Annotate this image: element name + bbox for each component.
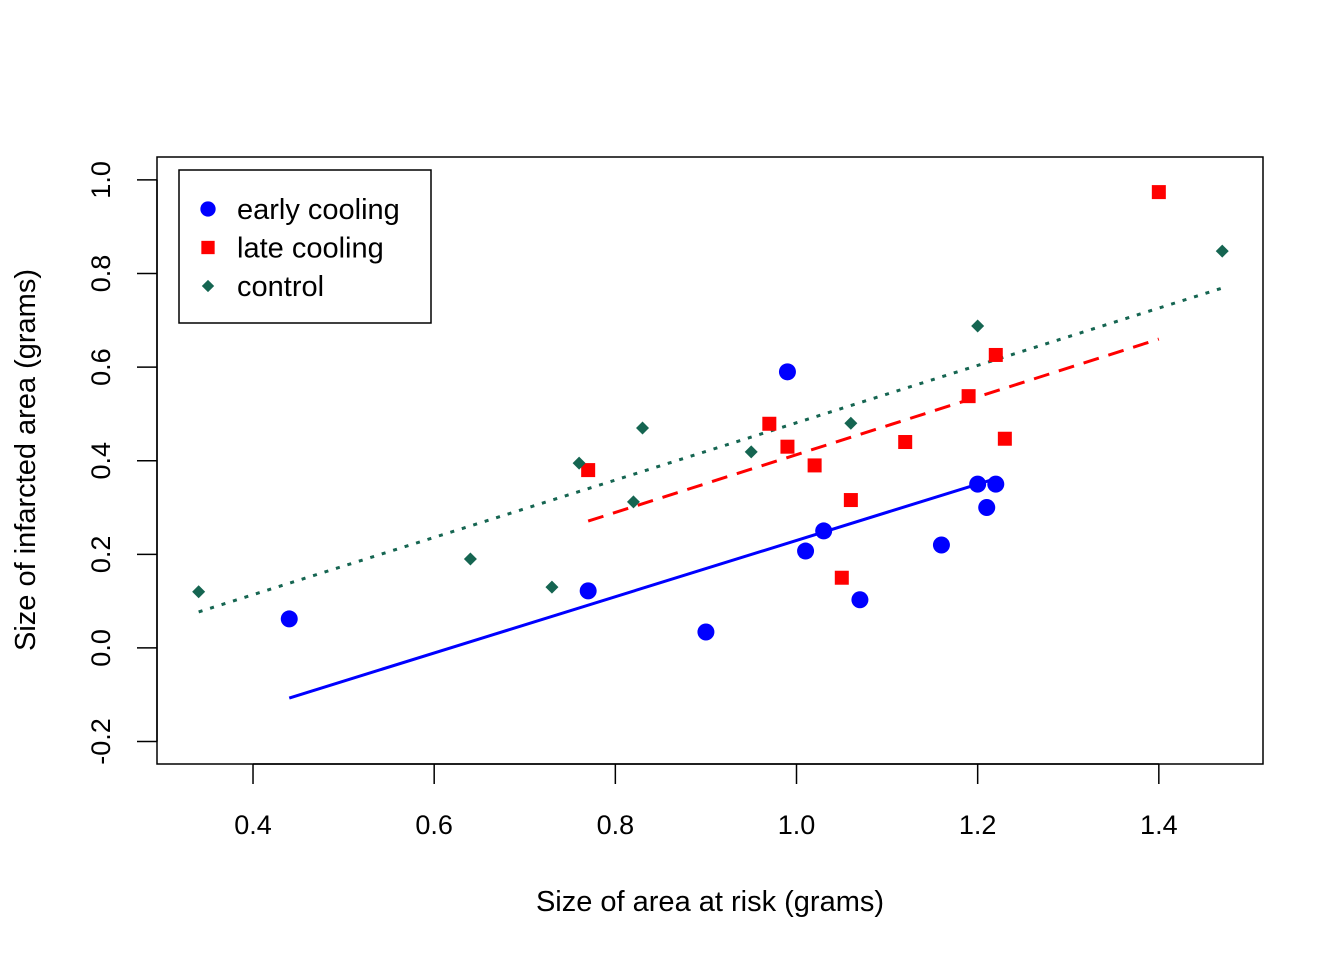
fit-line-control	[198, 286, 1223, 614]
point-late-cooling	[988, 347, 1003, 362]
fit-line-early-cooling	[288, 477, 997, 700]
point-late-cooling	[834, 570, 849, 585]
point-control	[1215, 244, 1229, 258]
point-early-cooling	[987, 475, 1005, 493]
legend: early cooling late cooling control	[178, 169, 432, 324]
point-early-cooling	[697, 623, 715, 641]
x-tick-label: 0.6	[415, 810, 453, 840]
point-control	[545, 580, 559, 594]
point-early-cooling	[579, 582, 597, 600]
legend-marker-early-cooling	[200, 201, 216, 217]
point-early-cooling	[932, 536, 950, 554]
x-axis: 0.4 0.6 0.8 1.0 1.2 1.4	[234, 763, 1178, 840]
point-early-cooling	[969, 475, 987, 493]
point-late-cooling	[1151, 185, 1166, 200]
fit-lines	[198, 286, 1223, 700]
x-tick-label: 0.8	[597, 810, 635, 840]
y-axis: -0.2 0.0 0.2 0.4 0.6 0.8 1.0	[86, 161, 158, 765]
y-tick-label: 0.4	[86, 442, 116, 480]
y-tick-label: 0.0	[86, 629, 116, 667]
point-early-cooling	[778, 363, 796, 381]
legend-label-late-cooling: late cooling	[237, 233, 384, 265]
point-control	[572, 456, 586, 470]
y-axis-label: Size of infarcted area (grams)	[10, 269, 42, 651]
y-tick-label: 0.2	[86, 536, 116, 574]
point-late-cooling	[843, 493, 858, 508]
point-late-cooling	[581, 463, 596, 478]
x-axis-label: Size of area at risk (grams)	[536, 886, 884, 918]
point-control	[744, 445, 758, 459]
point-late-cooling	[780, 439, 795, 454]
y-tick-label: -0.2	[86, 718, 116, 765]
point-control	[844, 416, 858, 430]
point-control	[636, 421, 650, 435]
point-early-cooling	[851, 591, 869, 609]
point-late-cooling	[807, 458, 822, 473]
y-tick-label: 0.6	[86, 348, 116, 386]
point-late-cooling	[762, 416, 777, 431]
legend-marker-control	[201, 279, 215, 293]
legend-label-control: control	[237, 271, 324, 303]
x-tick-label: 1.4	[1140, 810, 1178, 840]
point-control	[192, 585, 206, 599]
point-late-cooling	[997, 431, 1012, 446]
legend-marker-late-cooling	[201, 240, 215, 255]
y-tick-label: 0.8	[86, 255, 116, 293]
point-late-cooling	[961, 389, 976, 404]
legend-label-early-cooling: early cooling	[237, 194, 400, 226]
point-early-cooling	[797, 542, 815, 560]
point-control	[626, 495, 640, 509]
legend-box	[178, 169, 432, 324]
point-control	[463, 552, 477, 566]
x-tick-label: 1.0	[778, 810, 816, 840]
y-tick-label: 1.0	[86, 161, 116, 199]
point-late-cooling	[898, 435, 913, 450]
data-points	[192, 185, 1229, 641]
point-early-cooling	[815, 522, 833, 540]
point-early-cooling	[280, 610, 298, 628]
fit-line-late-cooling	[587, 337, 1160, 523]
point-control	[971, 319, 985, 333]
x-tick-label: 0.4	[234, 810, 272, 840]
x-tick-label: 1.2	[959, 810, 997, 840]
point-early-cooling	[978, 499, 996, 517]
